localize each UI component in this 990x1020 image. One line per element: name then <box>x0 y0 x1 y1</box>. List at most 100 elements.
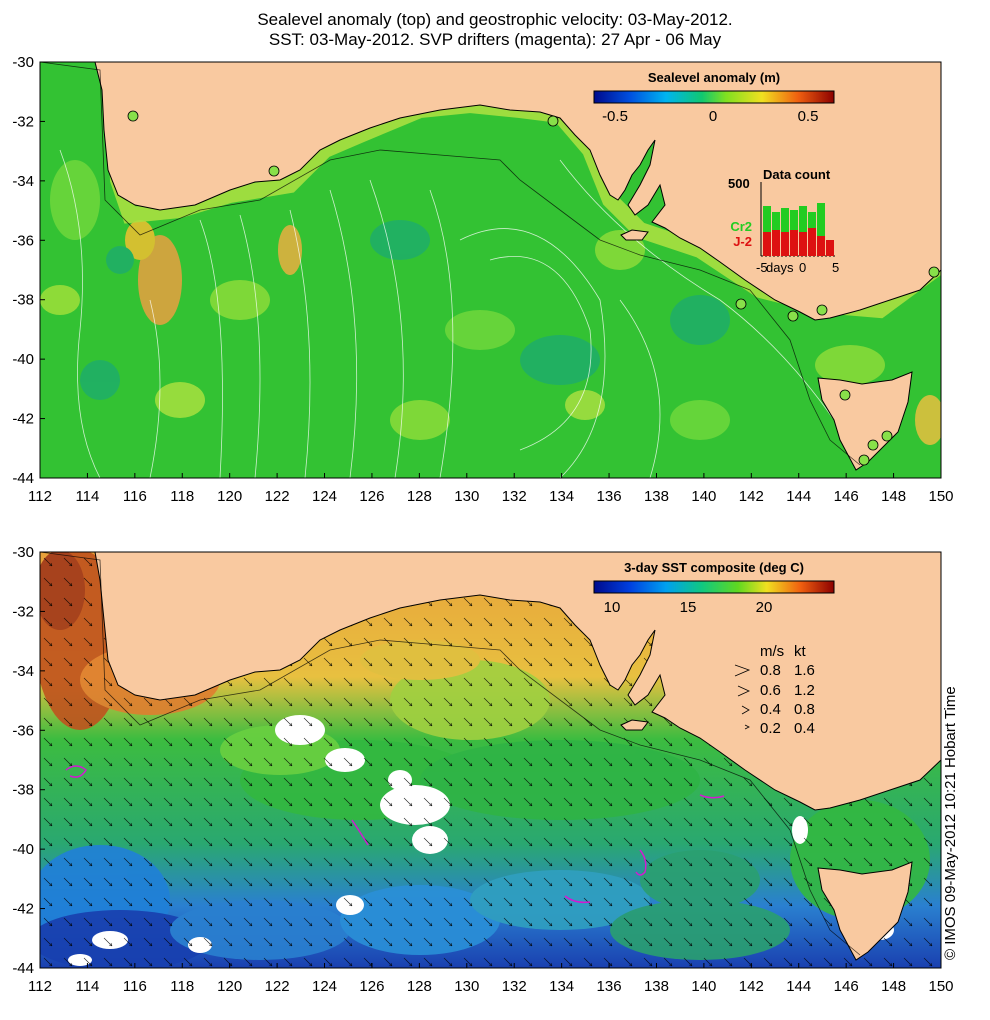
sla-lon-tick-label: 146 <box>834 488 859 505</box>
sst-lon-tick-label: 112 <box>28 978 52 995</box>
sst-land-kangaroo-island <box>620 719 649 731</box>
sst-colorbar-label: 3-day SST composite (deg C) <box>624 560 804 575</box>
sst-lon-tick-label: 138 <box>644 978 669 995</box>
sst-lon-tick-label: 124 <box>312 978 337 995</box>
sla-lon-tick-label: 138 <box>644 488 669 505</box>
sla-colorbar-tick: -0.5 <box>602 108 628 125</box>
sst-lon-tick-label: 126 <box>359 978 384 995</box>
sla-colorbar-tick: 0.5 <box>798 108 819 125</box>
sla-lon-tick-label: 142 <box>739 488 764 505</box>
sst-lon-tick-label: 134 <box>549 978 574 995</box>
title-top: Sealevel anomaly (top) and geostrophic v… <box>257 10 733 29</box>
sla-lon-tick-label: 130 <box>454 488 479 505</box>
sst-colorbar-tick: 15 <box>680 599 697 616</box>
sst-lon-tick-label: 114 <box>75 978 99 995</box>
sla-lon-tick-label: 112 <box>28 488 52 505</box>
sst-panel: 3-day SST composite (deg C) 10 15 20 m/s… <box>39 551 942 969</box>
sla-lon-tick-label: 128 <box>407 488 432 505</box>
sla-lat-tick-label: -44 <box>12 470 34 487</box>
sst-lon-tick-label: 116 <box>123 978 147 995</box>
sst-lon-tick-label: 142 <box>739 978 764 995</box>
velocity-arrow-icon <box>744 724 750 730</box>
sla-lat-tick-label: -34 <box>12 173 34 190</box>
velocity-legend-header-kt: kt <box>794 643 807 660</box>
data-count-xtick: 5 <box>832 260 839 275</box>
velocity-legend-ms: 0.2 <box>760 720 781 737</box>
sst-axes: 112 114 116 118 120 122 124 126 128 130 132 134 136 1… <box>12 544 953 995</box>
sst-colorbar-tick: 20 <box>756 599 773 616</box>
sla-lon-tick-label: 144 <box>786 488 811 505</box>
sla-lon-tick-label: 132 <box>502 488 527 505</box>
sla-isobath <box>40 62 861 466</box>
data-count-inset: Data count 500 Cr2 J-2 -5 days 0 5 <box>728 167 839 275</box>
sla-lon-tick-label: 126 <box>359 488 384 505</box>
velocity-legend-ms: 0.4 <box>760 701 781 718</box>
velocity-legend-ms: 0.8 <box>760 662 781 679</box>
velocity-arrow-icon <box>737 685 750 697</box>
sla-lon-tick-label: 114 <box>75 488 99 505</box>
sst-lat-tick-label: -32 <box>12 603 34 620</box>
title-bottom: SST: 03-May-2012. SVP drifters (magenta)… <box>268 30 722 49</box>
sst-lon-tick-label: 132 <box>502 978 527 995</box>
sla-land-mainland <box>94 62 941 321</box>
data-count-title: Data count <box>763 167 831 182</box>
sla-lon-tick-label: 122 <box>265 488 290 505</box>
sla-lat-tick-label: -30 <box>12 54 34 71</box>
sst-lat-tick-label: -38 <box>12 782 34 799</box>
velocity-legend-header-ms: m/s <box>760 643 784 660</box>
sst-lat-tick-label: -36 <box>12 722 34 739</box>
sst-lat-tick-label: -42 <box>12 901 34 918</box>
sst-colorbar-tick: 10 <box>604 599 621 616</box>
velocity-legend-kt: 1.2 <box>794 682 815 699</box>
sst-lon-tick-label: 120 <box>217 978 242 995</box>
sla-anomaly-blobs <box>40 160 941 445</box>
sla-frame <box>39 61 942 479</box>
sst-lat-tick-label: -34 <box>12 663 34 680</box>
velocity-legend-kt: 0.4 <box>794 720 815 737</box>
data-count-xtick: -5 <box>756 260 768 275</box>
velocity-legend-kt: 1.6 <box>794 662 815 679</box>
data-count-ymax: 500 <box>728 176 750 191</box>
sla-lat-tick-label: -36 <box>12 232 34 249</box>
velocity-arrow-icon <box>734 664 751 677</box>
sst-lat-tick-label: -30 <box>12 544 34 561</box>
sla-colorbar-label: Sealevel anomaly (m) <box>648 70 780 85</box>
sst-lon-tick-label: 144 <box>786 978 811 995</box>
sst-lon-tick-label: 148 <box>881 978 906 995</box>
sst-colorbar <box>593 580 835 594</box>
sla-lat-tick-label: -42 <box>12 411 34 428</box>
sla-lon-tick-label: 150 <box>928 488 953 505</box>
sst-lon-tick-label: 118 <box>170 978 194 995</box>
sla-lon-tick-label: 118 <box>170 488 194 505</box>
sla-land-kangaroo-island <box>620 229 649 241</box>
sst-lon-tick-label: 150 <box>928 978 953 995</box>
sst-lat-tick-label: -40 <box>12 841 34 858</box>
sla-lon-tick-label: 116 <box>123 488 147 505</box>
sst-lon-tick-label: 136 <box>597 978 622 995</box>
sla-lon-tick-label: 124 <box>312 488 337 505</box>
sla-axes: 112 114 116 118 120 122 124 126 128 130 132 134 136 1… <box>12 54 953 505</box>
sst-lon-tick-label: 122 <box>265 978 290 995</box>
data-count-legend-cr2: Cr2 <box>730 219 752 234</box>
sla-lat-tick-label: -40 <box>12 351 34 368</box>
sla-lat-tick-label: -38 <box>12 292 34 309</box>
sla-lon-tick-label: 148 <box>881 488 906 505</box>
sla-lon-tick-label: 136 <box>597 488 622 505</box>
sst-lon-tick-label: 140 <box>691 978 716 995</box>
sla-lat-tick-label: -32 <box>12 113 34 130</box>
data-count-bars-j2 <box>763 228 834 256</box>
sst-frame <box>39 551 942 969</box>
sla-lon-tick-label: 140 <box>691 488 716 505</box>
sla-colorbar-tick: 0 <box>709 108 717 125</box>
drifter-tracks <box>65 765 725 904</box>
sst-land-mainland <box>94 552 941 811</box>
velocity-arrow-icon <box>741 705 750 715</box>
velocity-legend-ms: 0.6 <box>760 682 781 699</box>
data-count-xtick: 0 <box>799 260 806 275</box>
sst-land-tasmania <box>817 861 913 961</box>
velocity-legend-kt: 0.8 <box>794 701 815 718</box>
sst-lat-tick-label: -44 <box>12 960 34 977</box>
sla-lon-tick-label: 134 <box>549 488 574 505</box>
data-count-xtick: days <box>766 260 794 275</box>
